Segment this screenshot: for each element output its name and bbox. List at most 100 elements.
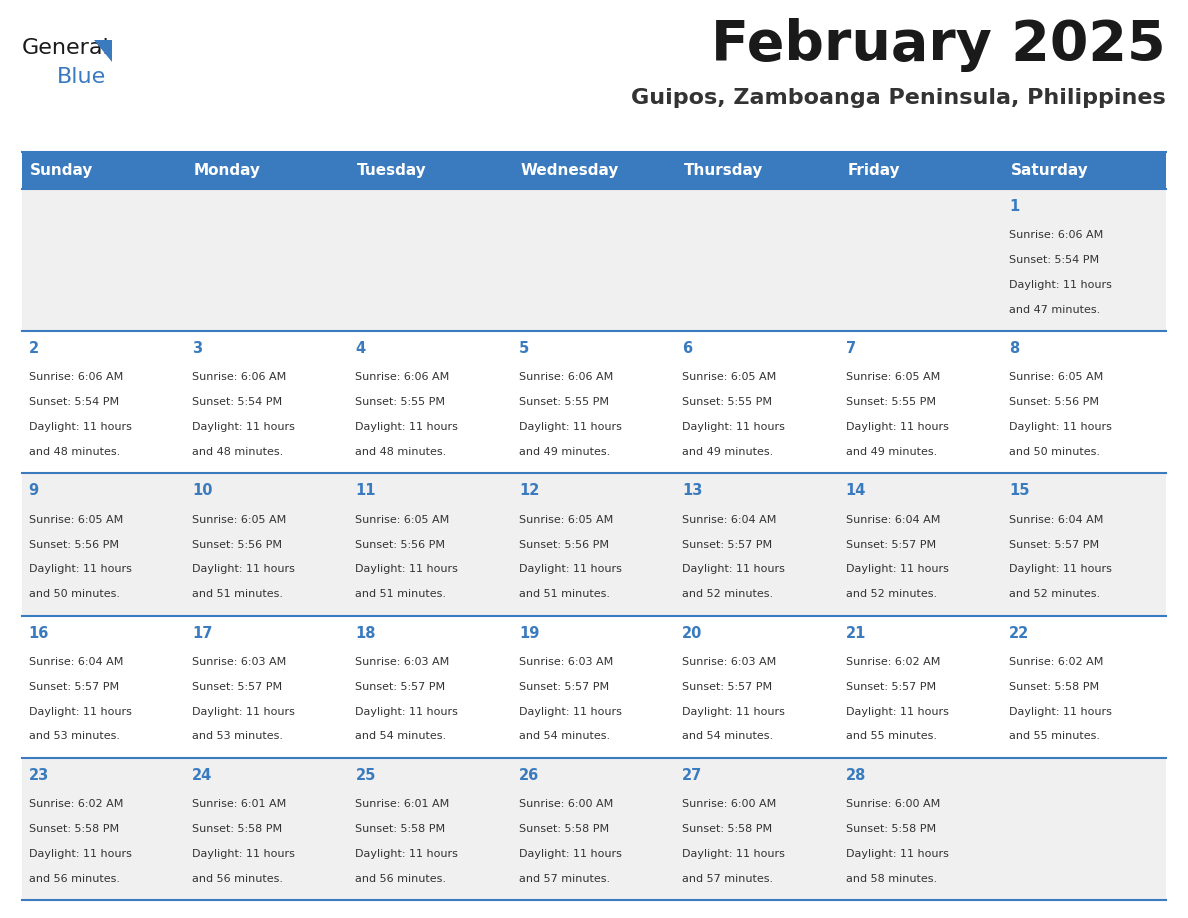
Text: Daylight: 11 hours: Daylight: 11 hours	[519, 849, 621, 859]
Text: Daylight: 11 hours: Daylight: 11 hours	[846, 707, 948, 717]
Bar	[839, 331, 1003, 474]
Text: Sunset: 5:57 PM: Sunset: 5:57 PM	[846, 540, 936, 550]
Bar	[185, 331, 349, 474]
Text: and 52 minutes.: and 52 minutes.	[846, 589, 937, 599]
Text: 9: 9	[29, 484, 39, 498]
Text: Sunset: 5:57 PM: Sunset: 5:57 PM	[1009, 540, 1099, 550]
Bar	[185, 616, 349, 757]
Text: Sunset: 5:57 PM: Sunset: 5:57 PM	[29, 682, 119, 692]
Bar	[1003, 474, 1165, 616]
Text: Sunrise: 6:03 AM: Sunrise: 6:03 AM	[682, 657, 777, 666]
Text: Sunrise: 6:05 AM: Sunrise: 6:05 AM	[192, 515, 286, 525]
Text: 24: 24	[192, 767, 213, 783]
Text: and 54 minutes.: and 54 minutes.	[682, 732, 773, 742]
Bar	[185, 757, 349, 900]
Text: and 57 minutes.: and 57 minutes.	[682, 874, 773, 884]
Text: Sunrise: 6:06 AM: Sunrise: 6:06 AM	[1009, 230, 1104, 241]
Text: Sunset: 5:58 PM: Sunset: 5:58 PM	[192, 824, 282, 834]
Text: Daylight: 11 hours: Daylight: 11 hours	[192, 707, 295, 717]
Bar	[185, 474, 349, 616]
Bar	[676, 189, 839, 331]
Text: Daylight: 11 hours: Daylight: 11 hours	[1009, 565, 1112, 575]
Bar	[512, 152, 676, 189]
Text: Daylight: 11 hours: Daylight: 11 hours	[682, 422, 785, 432]
Text: Sunset: 5:57 PM: Sunset: 5:57 PM	[682, 682, 772, 692]
Text: Sunset: 5:55 PM: Sunset: 5:55 PM	[355, 397, 446, 408]
Text: Daylight: 11 hours: Daylight: 11 hours	[519, 565, 621, 575]
Text: Wednesday: Wednesday	[520, 163, 619, 178]
Text: 2: 2	[29, 341, 39, 356]
Text: 10: 10	[192, 484, 213, 498]
Text: and 51 minutes.: and 51 minutes.	[192, 589, 283, 599]
Text: Sunrise: 6:06 AM: Sunrise: 6:06 AM	[192, 373, 286, 383]
Text: Sunset: 5:55 PM: Sunset: 5:55 PM	[519, 397, 608, 408]
Text: Daylight: 11 hours: Daylight: 11 hours	[682, 565, 785, 575]
Text: and 51 minutes.: and 51 minutes.	[519, 589, 609, 599]
Text: Daylight: 11 hours: Daylight: 11 hours	[846, 849, 948, 859]
Text: and 55 minutes.: and 55 minutes.	[1009, 732, 1100, 742]
Text: Daylight: 11 hours: Daylight: 11 hours	[1009, 280, 1112, 290]
Text: Daylight: 11 hours: Daylight: 11 hours	[1009, 422, 1112, 432]
Text: and 48 minutes.: and 48 minutes.	[29, 447, 120, 457]
Text: Daylight: 11 hours: Daylight: 11 hours	[846, 565, 948, 575]
Bar	[349, 331, 512, 474]
Text: Monday: Monday	[194, 163, 260, 178]
Text: Sunrise: 6:06 AM: Sunrise: 6:06 AM	[29, 373, 122, 383]
Text: February 2025: February 2025	[712, 18, 1165, 72]
Text: Daylight: 11 hours: Daylight: 11 hours	[1009, 707, 1112, 717]
Text: and 55 minutes.: and 55 minutes.	[846, 732, 936, 742]
Bar	[839, 474, 1003, 616]
Text: 6: 6	[682, 341, 693, 356]
Text: Sunrise: 6:06 AM: Sunrise: 6:06 AM	[355, 373, 449, 383]
Bar	[23, 474, 185, 616]
Text: 15: 15	[1009, 484, 1030, 498]
Text: Daylight: 11 hours: Daylight: 11 hours	[192, 565, 295, 575]
Text: and 48 minutes.: and 48 minutes.	[192, 447, 283, 457]
Text: and 54 minutes.: and 54 minutes.	[355, 732, 447, 742]
Text: and 56 minutes.: and 56 minutes.	[192, 874, 283, 884]
Text: Sunrise: 6:05 AM: Sunrise: 6:05 AM	[29, 515, 122, 525]
Bar	[676, 474, 839, 616]
Bar	[1003, 331, 1165, 474]
Text: Daylight: 11 hours: Daylight: 11 hours	[682, 849, 785, 859]
Text: Daylight: 11 hours: Daylight: 11 hours	[355, 707, 459, 717]
Text: Sunset: 5:58 PM: Sunset: 5:58 PM	[519, 824, 609, 834]
Text: Sunrise: 6:04 AM: Sunrise: 6:04 AM	[29, 657, 122, 666]
Text: and 50 minutes.: and 50 minutes.	[1009, 447, 1100, 457]
Text: and 52 minutes.: and 52 minutes.	[682, 589, 773, 599]
Bar	[185, 189, 349, 331]
Text: Sunset: 5:57 PM: Sunset: 5:57 PM	[682, 540, 772, 550]
Text: 25: 25	[355, 767, 375, 783]
Text: Sunrise: 6:03 AM: Sunrise: 6:03 AM	[519, 657, 613, 666]
Text: 7: 7	[846, 341, 855, 356]
Text: Sunset: 5:54 PM: Sunset: 5:54 PM	[29, 397, 119, 408]
Text: 14: 14	[846, 484, 866, 498]
Text: Sunrise: 6:00 AM: Sunrise: 6:00 AM	[519, 799, 613, 809]
Text: and 49 minutes.: and 49 minutes.	[846, 447, 937, 457]
Text: Sunset: 5:57 PM: Sunset: 5:57 PM	[846, 682, 936, 692]
Bar	[1003, 189, 1165, 331]
Bar	[512, 189, 676, 331]
Text: and 48 minutes.: and 48 minutes.	[355, 447, 447, 457]
Text: Daylight: 11 hours: Daylight: 11 hours	[846, 422, 948, 432]
Text: 4: 4	[355, 341, 366, 356]
Text: Sunrise: 6:00 AM: Sunrise: 6:00 AM	[682, 799, 777, 809]
Text: Sunset: 5:58 PM: Sunset: 5:58 PM	[1009, 682, 1099, 692]
Bar	[1003, 616, 1165, 757]
Text: Sunset: 5:56 PM: Sunset: 5:56 PM	[519, 540, 608, 550]
Bar	[676, 152, 839, 189]
Text: and 49 minutes.: and 49 minutes.	[682, 447, 773, 457]
Bar	[839, 757, 1003, 900]
Text: Daylight: 11 hours: Daylight: 11 hours	[682, 707, 785, 717]
Bar	[676, 616, 839, 757]
Text: Sunset: 5:56 PM: Sunset: 5:56 PM	[29, 540, 119, 550]
Text: 3: 3	[192, 341, 202, 356]
Text: Sunrise: 6:03 AM: Sunrise: 6:03 AM	[355, 657, 449, 666]
Text: Guipos, Zamboanga Peninsula, Philippines: Guipos, Zamboanga Peninsula, Philippines	[631, 88, 1165, 108]
Text: Sunrise: 6:06 AM: Sunrise: 6:06 AM	[519, 373, 613, 383]
Bar	[512, 616, 676, 757]
Text: and 53 minutes.: and 53 minutes.	[192, 732, 283, 742]
Bar	[512, 331, 676, 474]
Text: Saturday: Saturday	[1011, 163, 1088, 178]
Text: Sunrise: 6:05 AM: Sunrise: 6:05 AM	[1009, 373, 1104, 383]
